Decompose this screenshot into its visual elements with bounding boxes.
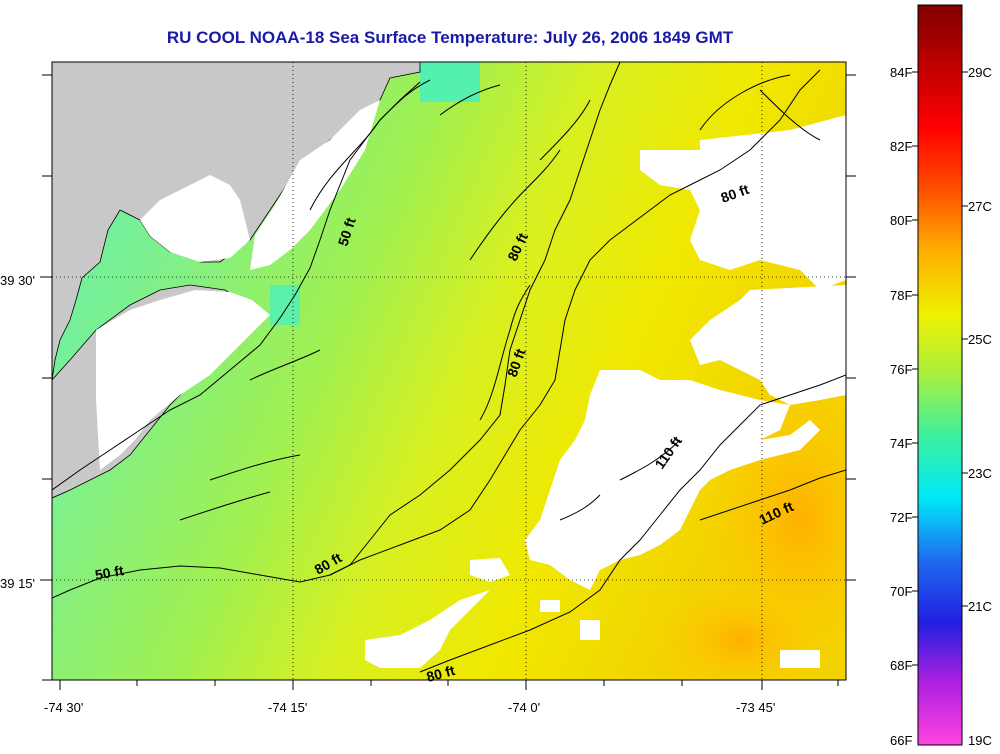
colorbar-f-label: 72F bbox=[890, 510, 912, 525]
colorbar-c-label: 25C bbox=[968, 332, 992, 347]
colorbar-f-label: 74F bbox=[890, 436, 912, 451]
x-tick-label: -74 15' bbox=[268, 700, 307, 715]
colorbar-f-label: 66F bbox=[890, 733, 912, 748]
colorbar-f-label: 82F bbox=[890, 139, 912, 154]
colorbar-c-label: 29C bbox=[968, 65, 992, 80]
isobath-label: 80 ft bbox=[425, 662, 457, 685]
colorbar-f-label: 68F bbox=[890, 658, 912, 673]
tick-marks bbox=[40, 74, 856, 690]
colorbar-f-label: 84F bbox=[890, 65, 912, 80]
x-tick-label: -74 0' bbox=[508, 700, 540, 715]
colorbar-c-label: 27C bbox=[968, 199, 992, 214]
isobath-contours bbox=[52, 62, 846, 673]
x-tick-label: -74 30' bbox=[44, 700, 83, 715]
graticule bbox=[52, 62, 846, 680]
colorbar-f-label: 80F bbox=[890, 213, 912, 228]
colorbar-c-label: 19C bbox=[968, 733, 992, 748]
colorbar-f-label: 78F bbox=[890, 288, 912, 303]
isobath-label: 50 ft bbox=[94, 562, 125, 583]
map-frame bbox=[51, 61, 847, 681]
y-tick-label: 39 15' bbox=[0, 576, 35, 591]
colorbar-c-label: 21C bbox=[968, 599, 992, 614]
x-tick-label: -73 45' bbox=[736, 700, 775, 715]
cloud-cover bbox=[365, 115, 846, 668]
colorbar-f-label: 76F bbox=[890, 362, 912, 377]
y-tick-label: 39 30' bbox=[0, 273, 35, 288]
map-image bbox=[52, 62, 846, 680]
colorbar-f-label: 70F bbox=[890, 584, 912, 599]
colorbar-ticks bbox=[912, 71, 968, 666]
map-title: RU COOL NOAA-18 Sea Surface Temperature:… bbox=[166, 28, 734, 47]
colorbar-c-label: 23C bbox=[968, 466, 992, 481]
colorbar bbox=[917, 4, 963, 746]
